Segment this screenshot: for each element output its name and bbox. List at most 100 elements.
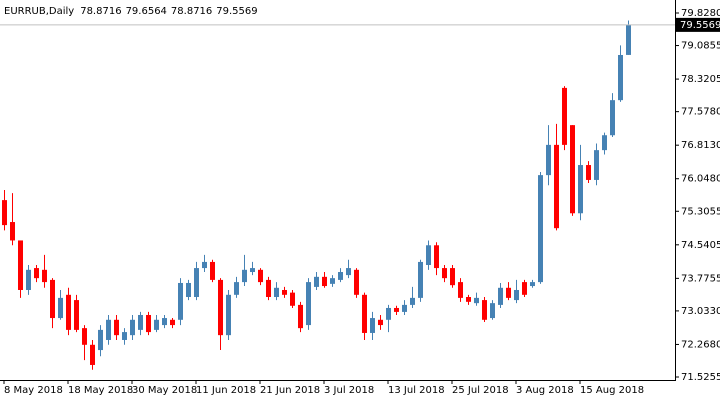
y-tick-label: 71.5255 [681, 372, 720, 383]
candle-body [18, 240, 23, 290]
candle-body [322, 276, 327, 287]
candle-body [90, 344, 95, 365]
candle-body [210, 261, 215, 280]
candle-body [66, 294, 71, 330]
y-tick-label: 76.0480 [681, 174, 720, 185]
x-tick-label: 3 Aug 2018 [516, 385, 574, 396]
candle-body [498, 287, 503, 305]
candle-body [162, 318, 167, 326]
candle-body [290, 292, 295, 306]
candle-body [74, 300, 79, 330]
candle-body [186, 282, 191, 298]
candle-body [626, 24, 631, 55]
candle-body [170, 319, 175, 326]
candle-body [602, 135, 607, 151]
candle-body [538, 175, 543, 283]
candle-body [226, 294, 231, 336]
y-tick-label: 78.3205 [681, 74, 720, 85]
candle-body [178, 282, 183, 320]
y-tick-label: 74.5405 [681, 240, 720, 251]
candle-body [2, 200, 7, 226]
candle-body [546, 144, 551, 176]
candle-body [338, 272, 343, 280]
x-tick-label: 30 May 2018 [132, 385, 197, 396]
candle-body [34, 268, 39, 279]
candle-body [442, 268, 447, 279]
candle-body [330, 278, 335, 284]
candle-body [618, 54, 623, 101]
candle-body [98, 329, 103, 351]
candle-body [418, 261, 423, 298]
y-tick-label: 72.2680 [681, 339, 720, 350]
candle-body [234, 282, 239, 295]
candle-body [586, 165, 591, 180]
candle-body [242, 269, 247, 283]
candle-body [466, 297, 471, 302]
x-tick-label: 3 Jul 2018 [324, 385, 374, 396]
candle-body [346, 268, 351, 276]
header-close: 79.5569 [216, 6, 257, 17]
candle-body [274, 287, 279, 298]
header-open: 78.8716 [80, 6, 121, 17]
candle-body [410, 297, 415, 305]
x-tick-label: 15 Aug 2018 [580, 385, 644, 396]
candle-body [458, 282, 463, 298]
candle-body [362, 294, 367, 333]
y-tick-label: 76.8130 [681, 140, 720, 151]
candle-body [42, 269, 47, 283]
x-tick-label: 21 Jun 2018 [260, 385, 320, 396]
candle-body [146, 314, 151, 333]
candle-body [610, 100, 615, 136]
candle-body [194, 268, 199, 298]
y-tick-label: 79.0855 [681, 41, 720, 52]
y-tick-label: 77.5780 [681, 107, 720, 118]
candle-body [258, 269, 263, 283]
candle-body [530, 282, 535, 287]
candle-body [314, 276, 319, 287]
candle-body [218, 279, 223, 336]
candle-body [490, 303, 495, 319]
candle-body [426, 245, 431, 266]
candle-body [522, 282, 527, 295]
candle-body [570, 125, 575, 214]
price-label: 79.5569 [680, 20, 720, 31]
candle-body [482, 300, 487, 320]
candle-body [50, 279, 55, 319]
candle-body [122, 332, 127, 340]
candle-body [514, 289, 519, 301]
candle-body [82, 328, 87, 345]
candle-body [138, 314, 143, 330]
y-tick-label: 73.0330 [681, 306, 720, 317]
candle-body [370, 318, 375, 333]
x-tick-label: 13 Jul 2018 [388, 385, 445, 396]
candle-body [506, 287, 511, 298]
candle-body [106, 319, 111, 340]
x-tick-label: 8 May 2018 [4, 385, 63, 396]
candle-body [58, 297, 63, 319]
candle-body [562, 87, 567, 145]
y-tick-label: 73.7755 [681, 273, 720, 284]
candle-body [154, 319, 159, 330]
candle-body [394, 307, 399, 312]
candle-body [354, 269, 359, 295]
candle-body [386, 307, 391, 320]
x-tick-label: 18 May 2018 [68, 385, 133, 396]
price-label-bg [676, 17, 720, 32]
x-tick-label: 25 Jul 2018 [452, 385, 509, 396]
x-tick-label: 11 Jun 2018 [196, 385, 256, 396]
candle-body [594, 150, 599, 180]
symbol: EURRUB,Daily [4, 6, 74, 17]
header-high: 79.6564 [126, 6, 167, 17]
candle-body [114, 319, 119, 336]
candle-body [578, 165, 583, 214]
candle-body [402, 304, 407, 312]
candle-body [282, 289, 287, 295]
candle-body [450, 268, 455, 286]
y-tick-label: 79.8280 [681, 8, 720, 19]
candle-body [202, 261, 207, 269]
candle-body [474, 297, 479, 304]
candle-body [250, 268, 255, 273]
candle-body [266, 279, 271, 298]
candle-body [26, 269, 31, 290]
